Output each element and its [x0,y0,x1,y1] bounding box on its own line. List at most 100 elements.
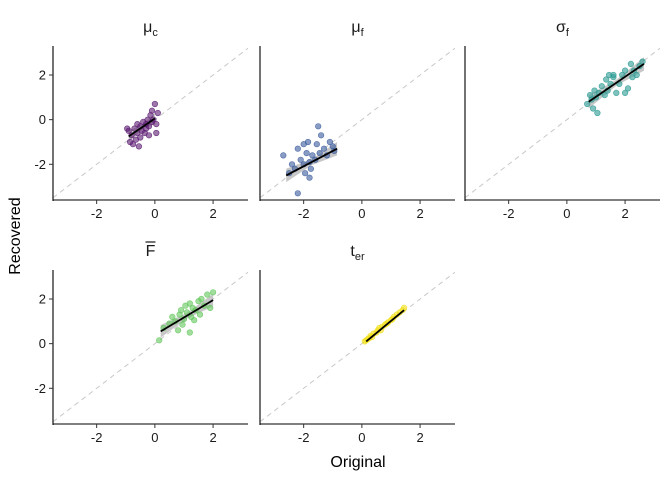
data-point [198,295,205,303]
regression-line [128,117,156,138]
data-point [137,134,144,141]
facet-title: μf [351,19,364,39]
data-point [134,120,141,128]
data-point [175,327,182,334]
identity-line [53,271,248,423]
y-tick-label: 0 [39,336,46,351]
data-point [297,156,304,163]
data-point [145,132,153,139]
x-axis-title: Original [330,454,385,471]
data-point [621,67,629,74]
data-point [306,174,313,181]
facet-panels: -2 0 2 -2 0 2 μc -2 0 2 μf -2 0 2 σf -2 0 2 -2 0 2 F -2 0 2 ter [34,19,660,445]
x-tick-label: -2 [503,206,515,221]
facet-plot-area [260,47,455,199]
data-point [303,150,310,157]
data-point [633,71,640,79]
data-point [178,307,185,314]
data-point [320,145,328,152]
x-tick-label: 0 [563,206,570,221]
data-point [603,76,610,83]
data-point [294,190,301,197]
x-tick-label: -2 [91,206,103,221]
x-tick-label: 2 [209,206,216,221]
regression-line [588,63,645,103]
identity-line [465,47,660,199]
x-tick-label: -2 [298,206,310,221]
data-point [186,329,193,336]
data-point [624,85,632,92]
y-tick-label: 0 [39,112,46,127]
data-point [207,304,214,312]
facet-plot-area [260,271,455,423]
data-point [148,107,156,114]
facet-panel: -2 0 2 -2 0 2 μc [34,19,248,221]
data-point [401,304,408,312]
facet-panel: -2 0 2 σf [464,19,660,221]
x-tick-label: 2 [621,206,628,221]
data-point [169,313,176,321]
identity-line [260,271,455,423]
x-tick-label: 0 [151,206,158,221]
data-point [601,91,608,99]
facet-plot-area [53,271,248,423]
data-point [129,141,137,148]
data-point [639,58,646,65]
data-point [191,317,198,324]
y-tick-label: -2 [34,381,46,396]
facet-plot-area [465,47,660,199]
regression-line [365,309,405,343]
data-point [153,129,160,137]
data-point [288,161,296,168]
data-point [610,71,617,79]
data-point [307,165,315,172]
data-point [294,145,301,152]
identity-line [53,47,248,199]
data-point [135,143,142,150]
data-point [151,100,158,108]
x-tick-label: -2 [91,430,103,445]
data-point [584,100,591,108]
data-point [621,89,629,96]
data-point [326,138,334,146]
x-tick-label: 2 [416,430,423,445]
facet-plot-area [53,47,248,199]
data-point [210,289,217,296]
data-point [315,123,322,130]
facet-title: μc [143,19,158,39]
data-point [156,337,163,344]
data-point [186,300,193,307]
data-point [627,60,635,68]
data-point [153,120,160,128]
data-point [318,132,325,139]
facet-title: σf [556,19,570,39]
data-point [204,291,211,298]
facet-panel: -2 0 2 μf [259,19,455,221]
facet-panel: -2 0 2 ter [259,243,455,445]
data-point [594,109,601,117]
data-point [196,311,204,318]
y-tick-label: 2 [39,68,46,83]
data-point [179,321,186,328]
y-axis-title: Recovered [7,197,24,274]
x-tick-label: 0 [358,430,365,445]
x-tick-label: 0 [151,430,158,445]
data-point [316,150,323,157]
data-point [124,125,131,132]
regression-line [285,147,338,177]
x-tick-label: 0 [358,206,365,221]
data-point [313,141,320,148]
facet-title: ter [350,243,365,263]
data-point [309,152,316,159]
data-point [280,152,287,159]
data-point [589,105,597,112]
x-tick-label: -2 [298,430,310,445]
data-point [598,83,605,90]
x-tick-label: 2 [209,430,216,445]
data-point [154,109,161,117]
data-point [300,141,307,148]
facet-title: F [146,243,156,260]
facet-panel: -2 0 2 -2 0 2 F [34,241,248,445]
y-tick-label: -2 [34,157,46,172]
